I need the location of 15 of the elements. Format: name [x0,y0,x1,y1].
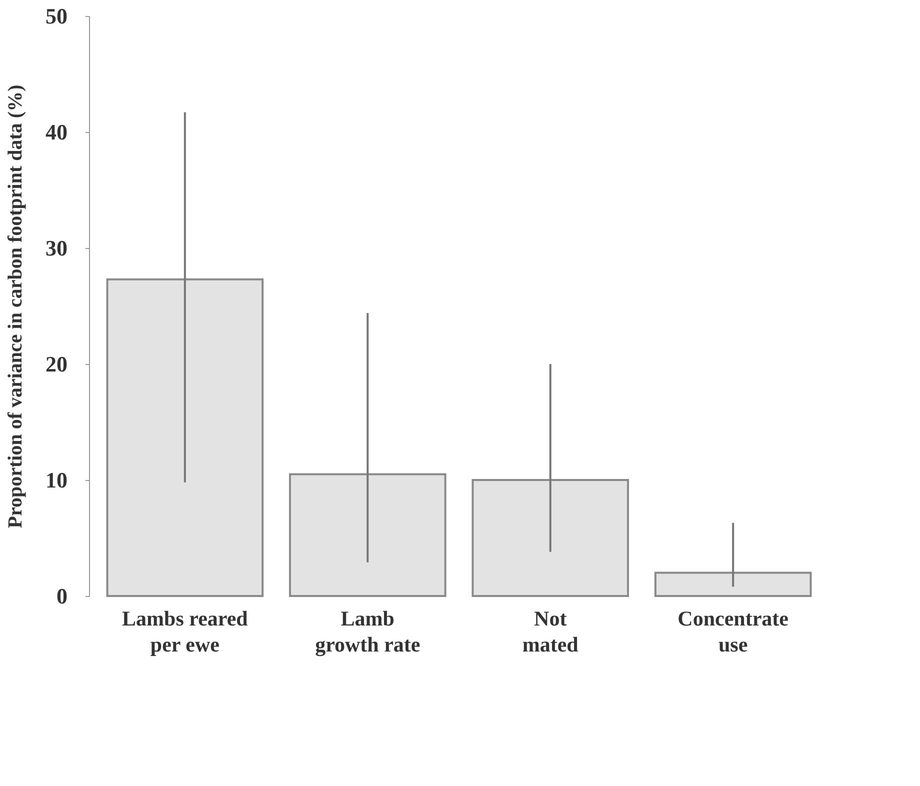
x-tick-label: Lambs reared per ewe [122,606,248,656]
x-tick-label: Lamb growth rate [315,606,420,656]
bar [472,479,630,597]
bar [288,473,446,597]
y-tick-label: 40 [46,120,68,144]
bar [654,572,812,597]
y-tick-label: 20 [46,352,68,376]
y-axis-title: Proportion of variance in carbon footprint data (%) [4,84,26,528]
x-tick-label: Concentrate use [678,606,788,656]
y-tick-label: 0 [56,584,68,608]
y-tick-label: 30 [46,236,68,260]
y-tick-label: 10 [46,468,68,492]
bar [106,278,264,597]
x-tick-label: Not mated [522,606,579,656]
y-tick-label: 50 [46,4,68,28]
